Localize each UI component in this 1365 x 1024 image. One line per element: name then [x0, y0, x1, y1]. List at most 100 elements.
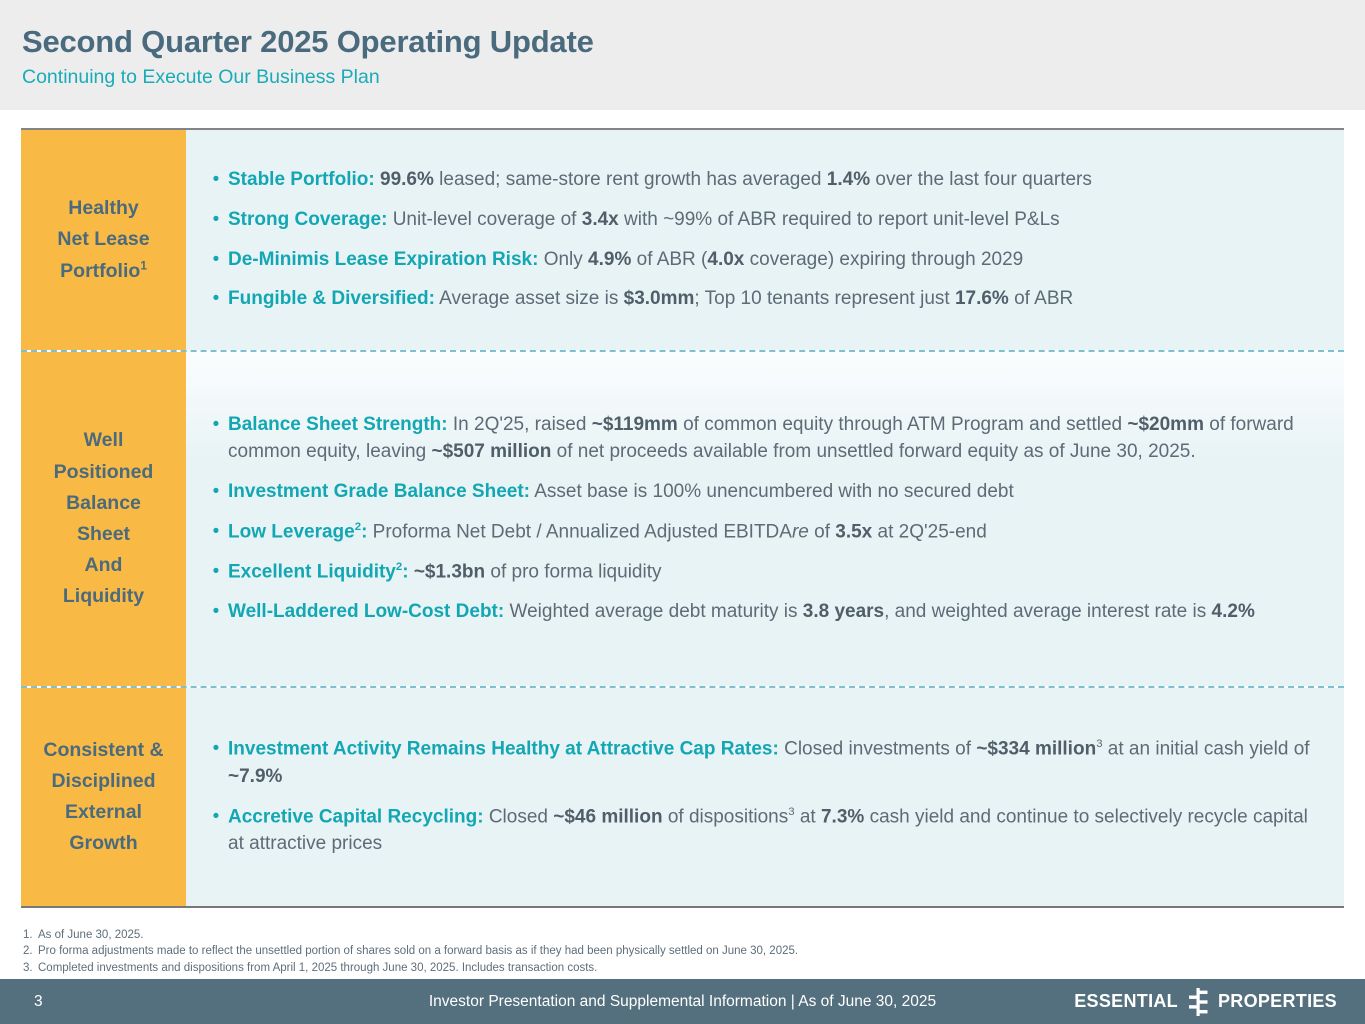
text-segment: 2: [354, 520, 362, 533]
text-segment: at: [794, 805, 821, 827]
bullet-item: • Strong Coverage: Unit-level coverage of…: [204, 207, 1314, 234]
logo-text-properties: PROPERTIES: [1217, 991, 1337, 1011]
text-segment: :: [361, 521, 368, 542]
bullet-item: • Low Leverage2: Proforma Net Debt / Annu…: [204, 519, 1314, 546]
text-segment: , and weighted average interest rate is: [884, 601, 1212, 623]
text-segment: $3.0mm: [623, 288, 695, 310]
bullet-item: • Balance Sheet Strength: In 2Q'25, raise…: [204, 412, 1314, 466]
text-segment: 3: [788, 805, 795, 818]
text-segment: Strong Coverage:: [228, 208, 388, 230]
footnote-line: 3. Completed investments and dispositions…: [23, 960, 1365, 976]
label-line: Balance: [66, 491, 141, 514]
bullet-icon: •: [212, 288, 220, 310]
bullet-icon: •: [212, 805, 220, 827]
text-segment: ~$507 million: [431, 440, 552, 462]
bullet-text: Excellent Liquidity2: ~$1.3bn of pro for…: [228, 559, 1314, 586]
footnote-number: 1.: [23, 929, 33, 941]
section-content: • Stable Portfolio: 99.6% leased; same-st…: [186, 130, 1344, 350]
text-segment: 4.9%: [588, 248, 632, 270]
text-segment: Well-Laddered Low-Cost Debt:: [228, 601, 505, 623]
bullet-icon: •: [212, 560, 220, 582]
essential-properties-logo: ESSENTIAL PROPERTIES: [1074, 987, 1337, 1016]
text-segment: Fungible & Diversified:: [228, 288, 435, 310]
text-segment: 17.6%: [954, 288, 1009, 310]
section-label: Well Positioned Balance Sheet And Liquidity: [21, 352, 186, 686]
text-segment: leased; same-store rent growth has avera…: [433, 168, 827, 190]
text-segment: Unit-level coverage of: [387, 208, 582, 230]
text-segment: 3.8 years: [802, 601, 885, 623]
text-segment: Excellent Liquidity: [228, 561, 396, 583]
bullet-item: • Accretive Capital Recycling: Closed ~$4…: [204, 804, 1314, 858]
text-segment: of common equity through ATM Program and…: [677, 413, 1128, 435]
text-segment: Average asset size is: [434, 288, 624, 310]
text-segment: of: [808, 521, 836, 542]
text-segment: ~$1.3bn: [408, 561, 486, 583]
label-superscript: 1: [140, 259, 147, 273]
section-row-1: Healthy Net Lease Portfolio1 • Stable Portfo…: [21, 130, 1344, 352]
text-segment: 3: [1096, 738, 1103, 751]
footnote-line: 2. Pro forma adjustments made to reflect …: [23, 943, 1365, 959]
page-number: 3: [34, 992, 43, 1010]
section-content: • Balance Sheet Strength: In 2Q'25, raise…: [186, 352, 1344, 686]
essential-properties-logo-icon: [1186, 987, 1210, 1016]
text-segment: :: [402, 561, 409, 583]
text-segment: 7.3%: [820, 805, 865, 827]
section-row-2: Well Positioned Balance Sheet And Liquidity • B…: [21, 352, 1344, 688]
bullet-text: Fungible & Diversified: Average asset si…: [228, 286, 1314, 313]
bullet-item: • Stable Portfolio: 99.6% leased; same-st…: [204, 167, 1314, 194]
bullet-item: • Investment Grade Balance Sheet: Asset b…: [204, 479, 1314, 506]
text-segment: coverage) expiring through 2029: [744, 248, 1024, 270]
text-segment: of forward common equity, leaving: [228, 413, 1294, 462]
section-content: • Investment Activity Remains Healthy at …: [186, 688, 1344, 906]
text-segment: Accretive Capital Recycling:: [228, 805, 484, 827]
text-segment: of ABR (: [631, 248, 708, 270]
text-segment: Asset base is 100% unencumbered with no …: [530, 480, 1014, 502]
text-segment: ~$334 million: [976, 738, 1097, 760]
text-segment: ~7.9%: [228, 765, 283, 787]
footnote-line: 1. As of June 30, 2025.: [23, 927, 1365, 943]
section-label-text: Consistent & Disciplined External Growth: [43, 735, 163, 860]
page-subtitle: Continuing to Execute Our Business Plan: [22, 66, 380, 88]
label-line: Consistent &: [43, 738, 164, 761]
bullet-item: • Investment Activity Remains Healthy at …: [204, 736, 1314, 790]
text-segment: of ABR: [1008, 288, 1074, 310]
label-line: Portfolio1: [60, 259, 147, 282]
text-segment: Stable Portfolio:: [228, 168, 375, 190]
bullet-icon: •: [212, 738, 220, 760]
text-segment: De-Minimis Lease Expiration Risk:: [228, 248, 539, 270]
bullet-text: Accretive Capital Recycling: Closed ~$46…: [228, 804, 1314, 858]
text-segment: 3.4x: [581, 208, 619, 230]
section-label: Consistent & Disciplined External Growth: [21, 688, 186, 906]
bullet-text: Strong Coverage: Unit-level coverage of …: [228, 207, 1314, 234]
header-band: Second Quarter 2025 Operating Update Con…: [0, 0, 1365, 110]
bullet-text: De-Minimis Lease Expiration Risk: Only 4…: [228, 247, 1314, 274]
text-segment: Investment Grade Balance Sheet:: [228, 480, 530, 502]
footnote-number: 2.: [23, 945, 33, 958]
footnotes: 1. As of June 30, 2025. 2. Pro forma adjust…: [23, 927, 1365, 976]
text-segment: of pro forma liquidity: [485, 561, 662, 583]
text-segment: ~$20mm: [1127, 413, 1204, 435]
bullet-icon: •: [212, 208, 220, 230]
text-segment: 99.6%: [374, 168, 434, 190]
text-segment: Low Leverage: [228, 521, 355, 542]
text-segment: Closed investments of: [778, 738, 977, 760]
label-line: Well: [83, 429, 124, 452]
text-segment: re: [791, 521, 809, 542]
text-segment: Weighted average debt maturity is: [504, 601, 803, 623]
text-segment: 4.0x: [707, 248, 745, 270]
page-title: Second Quarter 2025 Operating Update: [22, 24, 594, 59]
label-line: Growth: [69, 832, 138, 855]
bullet-item: • De-Minimis Lease Expiration Risk: Only …: [204, 247, 1314, 274]
footnote-text: Completed investments and dispositions f…: [38, 961, 598, 974]
label-line: Healthy: [68, 197, 139, 220]
footer-center-text: Investor Presentation and Supplemental I…: [428, 992, 937, 1010]
section-label: Healthy Net Lease Portfolio1: [21, 130, 186, 350]
section-label-text: Well Positioned Balance Sheet And Liquidity: [54, 425, 154, 612]
text-segment: over the last four quarters: [870, 168, 1092, 190]
label-line: Net Lease: [57, 228, 150, 251]
bullet-text: Investment Grade Balance Sheet: Asset ba…: [228, 479, 1314, 506]
label-line: Positioned: [53, 460, 154, 483]
text-segment: at an initial cash yield of: [1102, 738, 1310, 760]
bullet-icon: •: [212, 601, 220, 623]
section-label-text: Healthy Net Lease Portfolio1: [57, 193, 149, 287]
